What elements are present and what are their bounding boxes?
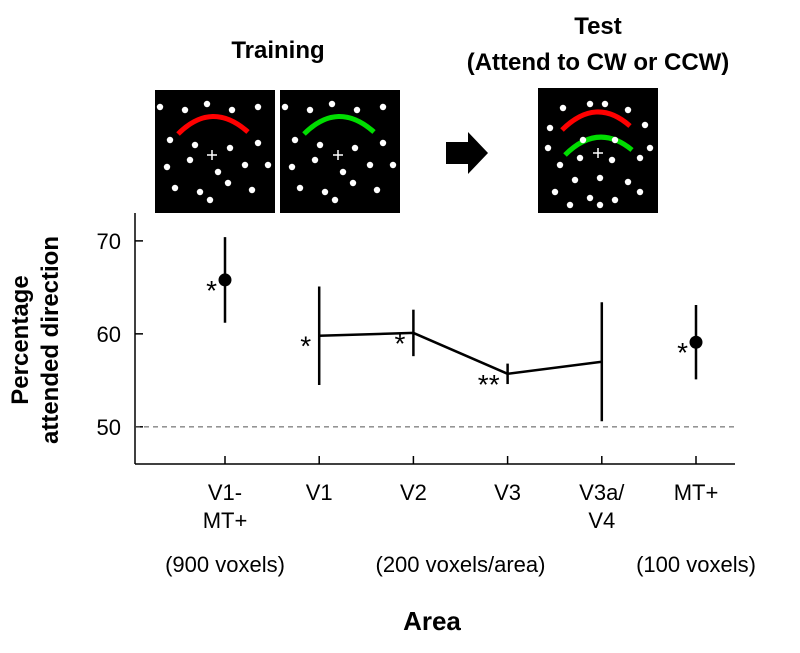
stim-dot: [556, 161, 564, 169]
stim-dot: [206, 196, 214, 204]
stim-dot: [636, 154, 644, 162]
stim-dot: [353, 106, 361, 114]
stim-dot: [331, 196, 339, 204]
stim-dot: [166, 136, 174, 144]
x-axis-label: Area: [403, 606, 461, 636]
test-label: Test: [574, 13, 622, 40]
line: [319, 331, 602, 376]
stim-dot: [586, 194, 594, 202]
stim-dot: [171, 184, 179, 192]
stim-dot: [203, 100, 211, 108]
stim-dot: [248, 186, 256, 194]
arc: [176, 114, 250, 136]
stim-dot: [596, 174, 604, 182]
point: [218, 273, 232, 287]
stim-dot: [544, 144, 552, 152]
stim-dot: [579, 136, 587, 144]
stim-dot: [281, 103, 289, 111]
stim-dot: [624, 106, 632, 114]
stim-dot: [228, 106, 236, 114]
stim-dot: [241, 161, 249, 169]
significance-label: *: [677, 337, 688, 368]
stim-dot: [264, 161, 272, 169]
stim-dot: [351, 144, 359, 152]
stim-dot: [226, 144, 234, 152]
stim-dot: [366, 161, 374, 169]
stimulus-panels: [155, 88, 658, 213]
x-tick-label: MT+: [674, 480, 719, 505]
stim-dot: [316, 141, 324, 149]
stim-dot: [296, 184, 304, 192]
stim-dot: [571, 176, 579, 184]
stim-dot: [254, 139, 262, 147]
y-tick-label: 50: [97, 415, 121, 440]
test-label: (Attend to CW or CCW): [467, 49, 730, 76]
stim-dot: [566, 201, 574, 209]
stim-dot: [646, 144, 654, 152]
stim-dot: [389, 161, 397, 169]
stim-dot: [306, 106, 314, 114]
stim-dot: [321, 188, 329, 196]
y-axis-label: Percentage: [7, 275, 34, 404]
x-tick-label: V1: [306, 480, 333, 505]
stim-dot: [608, 156, 616, 164]
stim-dot: [546, 124, 554, 132]
panel: [155, 90, 275, 213]
point: [689, 335, 703, 349]
stim-dot: [551, 188, 559, 196]
fixation: [333, 150, 343, 160]
stim-dot: [379, 139, 387, 147]
stim-dot: [624, 178, 632, 186]
training-label: Training: [231, 37, 324, 64]
group-label: (900 voxels): [165, 552, 285, 577]
stim-dot: [576, 154, 584, 162]
stim-dot: [596, 201, 604, 209]
stim-dot: [641, 121, 649, 129]
stim-dot: [586, 100, 594, 108]
stim-dot: [611, 196, 619, 204]
y-tick-label: 60: [97, 322, 121, 347]
stim-dot: [291, 136, 299, 144]
arc: [563, 134, 634, 157]
stim-dot: [328, 100, 336, 108]
group-label: (100 voxels): [636, 552, 756, 577]
panel: [280, 90, 400, 213]
stim-dot: [186, 156, 194, 164]
arrow: [446, 132, 488, 174]
arc: [560, 109, 632, 132]
group-label: (200 voxels/area): [376, 552, 546, 577]
stim-dot: [181, 106, 189, 114]
x-tick-label: V3a/V4: [579, 480, 625, 533]
y-tick-label: 70: [97, 229, 121, 254]
x-tick-label: V2: [400, 480, 427, 505]
stim-dot: [254, 103, 262, 111]
y-axis-label: attended direction: [37, 236, 64, 444]
stim-dot: [196, 188, 204, 196]
stim-dot: [224, 179, 232, 187]
significance-label: *: [206, 275, 217, 306]
stim-dot: [611, 136, 619, 144]
stim-dot: [349, 179, 357, 187]
stim-dot: [311, 156, 319, 164]
fixation: [593, 148, 603, 158]
stim-dot: [379, 103, 387, 111]
x-tick-label: V1-MT+: [203, 480, 248, 533]
stim-dot: [156, 103, 164, 111]
significance-label: *: [394, 328, 405, 359]
stim-dot: [214, 168, 222, 176]
fixation: [207, 150, 217, 160]
stim-dot: [288, 163, 296, 171]
stim-dot: [636, 188, 644, 196]
stim-dot: [163, 163, 171, 171]
stim-dot: [339, 168, 347, 176]
significance-label: **: [478, 369, 500, 400]
significance-label: *: [300, 331, 311, 362]
stim-dot: [191, 141, 199, 149]
stim-dot: [601, 100, 609, 108]
x-tick-label: V3: [494, 480, 521, 505]
arc: [302, 114, 376, 136]
stim-dot: [559, 104, 567, 112]
stim-dot: [373, 186, 381, 194]
